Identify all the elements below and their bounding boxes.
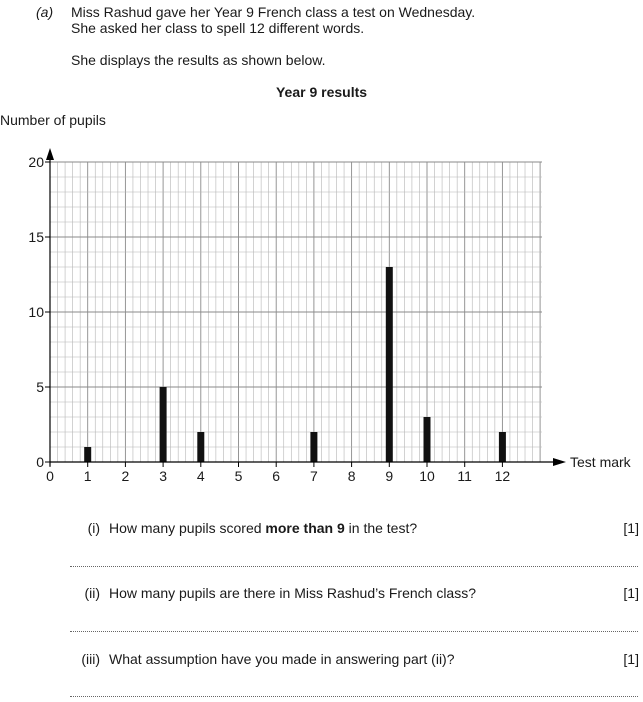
question-number: (ii): [84, 585, 100, 601]
question-ii: (ii) How many pupils are there in Miss R…: [0, 585, 643, 605]
chart-title: Year 9 results: [275, 84, 368, 100]
question-text: What assumption have you made in answeri…: [109, 651, 455, 667]
answer-line-ii[interactable]: [70, 631, 638, 632]
y-axis-arrow: [46, 148, 54, 160]
question-text: How many pupils are there in Miss Rashud…: [109, 585, 477, 601]
answer-line-iii[interactable]: [70, 696, 638, 697]
x-tick-label: 2: [122, 468, 130, 484]
question-number: (i): [87, 520, 100, 536]
x-tick-label: 6: [272, 468, 280, 484]
bar-mark-12: [498, 432, 506, 462]
chart-bars: [84, 267, 506, 462]
answer-line-i[interactable]: [70, 566, 638, 567]
bar-mark-1: [84, 447, 92, 462]
y-axis-label: Number of pupils: [0, 112, 106, 128]
x-tick-label: 9: [385, 468, 393, 484]
question-number: (iii): [81, 651, 100, 667]
x-tick-label: 11: [457, 468, 472, 484]
question-marks: [1]: [623, 585, 639, 601]
bar-mark-3: [159, 387, 167, 462]
x-tick-label: 12: [495, 468, 511, 484]
question-marks: [1]: [623, 651, 639, 667]
intro-line-2: She asked her class to spell 12 differen…: [71, 20, 365, 36]
question-marks: [1]: [623, 520, 639, 536]
x-tick-label: 1: [84, 468, 92, 484]
x-tick-label: 7: [310, 468, 318, 484]
chart-grid: [49, 161, 542, 463]
chart-axes: [46, 148, 566, 466]
x-tick-label: 10: [419, 468, 435, 484]
question-i: (i) How many pupils scored more than 9 i…: [0, 520, 643, 540]
intro-line-3: She displays the results as shown below.: [71, 52, 326, 68]
x-tick-label: 0: [46, 468, 54, 484]
bar-mark-7: [310, 432, 318, 462]
bar-mark-4: [197, 432, 205, 462]
y-tick-label: 5: [36, 379, 44, 395]
y-tick-label: 10: [28, 304, 44, 320]
part-label: (a): [36, 4, 54, 20]
x-axis-arrow: [553, 458, 566, 466]
y-tick-label: 20: [28, 154, 44, 170]
x-tick-label: 8: [348, 468, 356, 484]
bar-mark-9: [385, 267, 393, 462]
intro-line-1: Miss Rashud gave her Year 9 French class…: [71, 4, 476, 20]
question-iii: (iii) What assumption have you made in a…: [0, 651, 643, 671]
x-tick-label: 3: [159, 468, 167, 484]
bar-mark-10: [423, 417, 431, 462]
y-tick-label: 0: [36, 454, 44, 470]
x-axis-label: Test mark: [570, 454, 631, 470]
question-text: How many pupils scored more than 9 in th…: [109, 520, 418, 536]
x-tick-label: 5: [235, 468, 243, 484]
x-tick-label: 4: [197, 468, 205, 484]
y-tick-label: 15: [28, 229, 44, 245]
